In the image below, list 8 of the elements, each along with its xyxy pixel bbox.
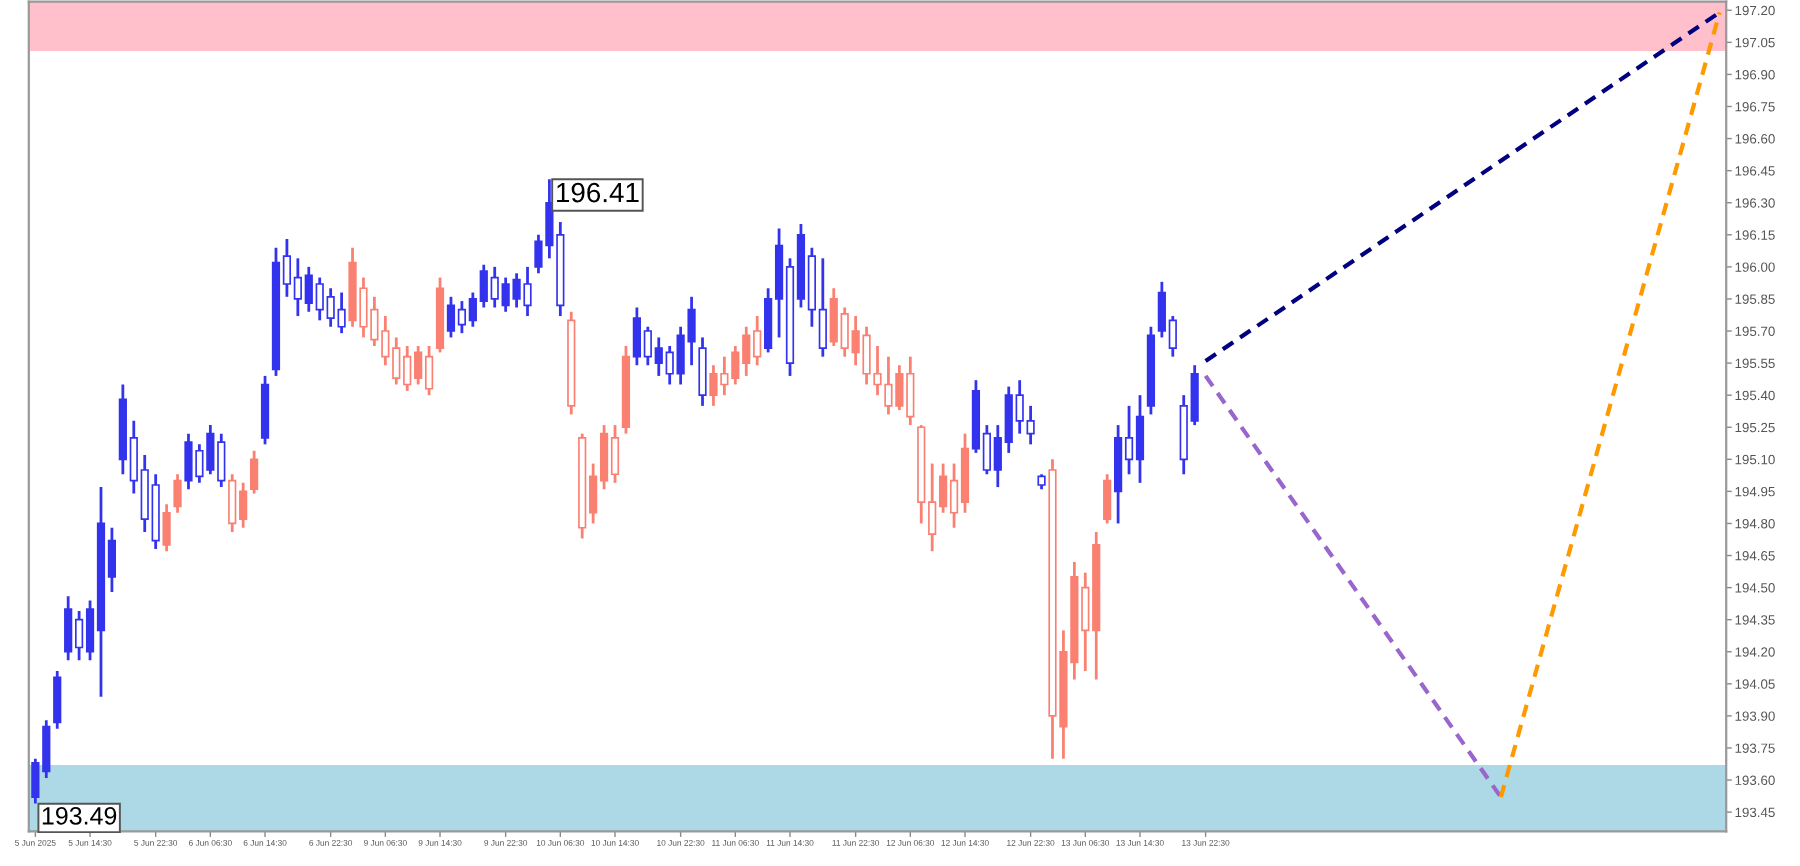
annotation: 196.41: [557, 182, 639, 203]
candlestick: [1103, 472, 1112, 525]
candlestick: [173, 472, 182, 515]
candlestick: [249, 449, 259, 495]
candlestick: [162, 502, 171, 553]
candlestick: [698, 336, 707, 408]
candlestick: [53, 669, 62, 731]
annotation: 193.49: [42, 807, 117, 825]
